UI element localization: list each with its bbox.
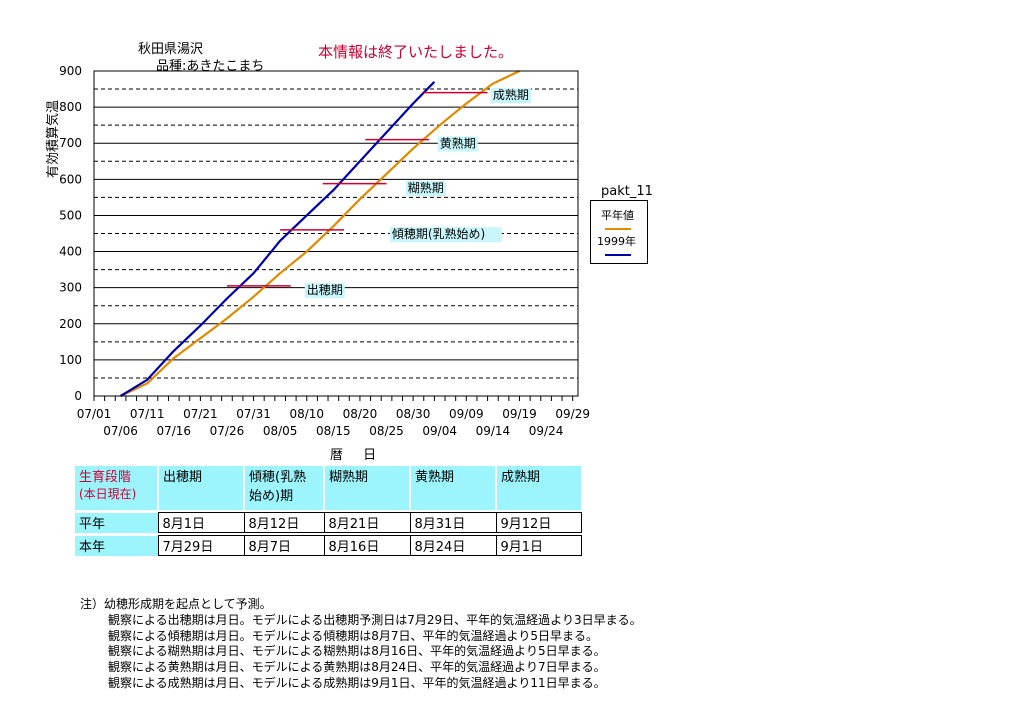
x-axis-ticks: 07/01 07/11 07/21 07/31 08/10 08/20 08/30 09/09… [77, 396, 590, 438]
legend-swatch-1999 [605, 254, 631, 256]
y-tick-label: 600 [59, 172, 82, 186]
x-tick-label: 09/04 [422, 424, 457, 438]
x-tick-label: 07/26 [210, 424, 245, 438]
note-line: 観察による黄熟期は月日、モデルによる黄熟期は8月24日、平年的気温経過より7日早… [108, 660, 606, 675]
x-tick-label: 08/05 [263, 424, 298, 438]
note-line: 観察による出穂期は月日。モデルによる出穂期予測日は7月29日、平年的気温経過より… [108, 612, 642, 627]
legend-entry-normal: 平年値 [601, 209, 634, 222]
table-cell: 9月12日 [495, 512, 582, 533]
note-line: 観察による糊熟期は月日、モデルによる糊熟期は8月16日、平年的気温経過より5日早… [108, 644, 606, 659]
y-tick-label: 300 [59, 281, 82, 295]
stage-label-bg [389, 227, 502, 243]
legend: 平年値 1999年 [590, 200, 648, 264]
location-label: 秋田県湯沢 [138, 42, 204, 57]
x-tick-label: 09/14 [476, 424, 511, 438]
stage-label: 成熟期 [493, 87, 529, 102]
stage-heading: 傾穂(乳熟始め)期 [243, 466, 324, 510]
notes: 注）幼穂形成期を起点として予測。 観察による出穂期は月日。モデルによる出穂期予測… [80, 597, 642, 692]
series-line-normal [120, 70, 520, 397]
table-row: 平年 8月1日 8月12日 8月21日 8月31日 9月12日 [75, 512, 582, 533]
table-cell: 8月12日 [243, 512, 325, 533]
x-tick-label: 07/31 [236, 407, 271, 421]
stage-heading: 黄熟期 [409, 466, 496, 510]
y-tick-label: 0 [74, 389, 82, 403]
stage-label: 傾穂期(乳熟始め) [392, 226, 485, 241]
stage-header-row: 生育段階 (本日現在) 出穂期 傾穂(乳熟始め)期 糊熟期 黄熟期 成熟期 [75, 466, 581, 510]
x-tick-label: 08/20 [343, 407, 378, 421]
table-cell: 7月29日 [157, 535, 245, 556]
end-notice: 本情報は終了いたしました。 [318, 43, 514, 61]
y-tick-label: 700 [59, 136, 82, 150]
legend-title: pakt_11 [601, 184, 653, 199]
stage-header-label: 生育段階 (本日現在) [75, 466, 158, 510]
table-cell: 8月21日 [323, 512, 411, 533]
stage-markers: 出穂期 傾穂期(乳熟始め) 糊熟期 黄熟期 成熟期 [226, 87, 531, 299]
table-cell: 8月24日 [409, 535, 497, 556]
y-tick-label: 100 [59, 353, 82, 367]
stage-label-bg [437, 136, 478, 152]
table-cell: 8月7日 [243, 535, 325, 556]
note-line: 観察による傾穂期は月日。モデルによる傾穂期は8月7日、平年的気温経過より5日早ま… [108, 628, 598, 643]
x-tick-label: 08/10 [289, 407, 324, 421]
series-line-1999 [120, 81, 436, 397]
y-tick-label: 900 [59, 64, 82, 78]
x-axis-label: 暦 日 [330, 448, 385, 463]
note-line: 観察による成熟期は月日、モデルによる成熟期は9月1日、平年的気温経過より11日早… [108, 675, 606, 690]
y-axis-ticks: 0 100 200 300 400 500 600 700 800 900 [59, 64, 82, 403]
notes-title: 注）幼穂形成期を起点として予測。 [80, 597, 272, 611]
table-cell: 8月1日 [157, 512, 245, 533]
x-tick-label: 08/25 [369, 424, 404, 438]
stage-heading: 糊熟期 [323, 466, 410, 510]
x-tick-label: 09/19 [502, 407, 537, 421]
table-cell: 8月31日 [409, 512, 497, 533]
x-tick-label: 07/01 [77, 407, 112, 421]
y-tick-label: 500 [59, 208, 82, 222]
table-cell: 9月1日 [495, 535, 582, 556]
chart-grid [94, 88, 578, 379]
x-tick-label: 07/11 [130, 407, 165, 421]
stage-label-bg [304, 283, 345, 299]
plot-frame [93, 70, 579, 397]
stage-heading: 成熟期 [495, 466, 581, 510]
y-tick-label: 200 [59, 317, 82, 331]
stage-heading: 出穂期 [157, 466, 244, 510]
chart-series [120, 70, 520, 397]
x-tick-label: 09/24 [529, 424, 564, 438]
x-tick-label: 07/06 [103, 424, 138, 438]
x-tick-label: 09/29 [555, 407, 590, 421]
x-tick-label: 07/16 [156, 424, 191, 438]
x-tick-label: 08/30 [396, 407, 431, 421]
legend-entry-1999: 1999年 [597, 235, 636, 248]
stage-label: 出穂期 [307, 283, 343, 297]
x-tick-label: 08/15 [316, 424, 351, 438]
x-tick-label: 07/21 [183, 407, 218, 421]
table-cell: 8月16日 [323, 535, 411, 556]
row-label-normal: 平年 [75, 512, 158, 533]
stage-label-bg [405, 180, 446, 196]
variety-label: 品種:あきたこまち [156, 59, 265, 74]
row-label-this-year: 本年 [75, 535, 158, 556]
stage-label-bg [490, 88, 531, 104]
table-row: 本年 7月29日 8月7日 8月16日 8月24日 9月1日 [75, 535, 582, 556]
legend-swatch-normal [605, 228, 631, 230]
y-tick-label: 800 [59, 100, 82, 114]
growth-stage-table: 生育段階 (本日現在) 出穂期 傾穂(乳熟始め)期 糊熟期 黄熟期 成熟期 平年… [75, 466, 582, 556]
y-axis-label: 有効積算気温 [46, 99, 61, 178]
stage-label: 黄熟期 [440, 136, 476, 151]
y-tick-label: 400 [59, 245, 82, 259]
stage-label: 糊熟期 [408, 180, 444, 195]
x-tick-label: 09/09 [449, 407, 484, 421]
